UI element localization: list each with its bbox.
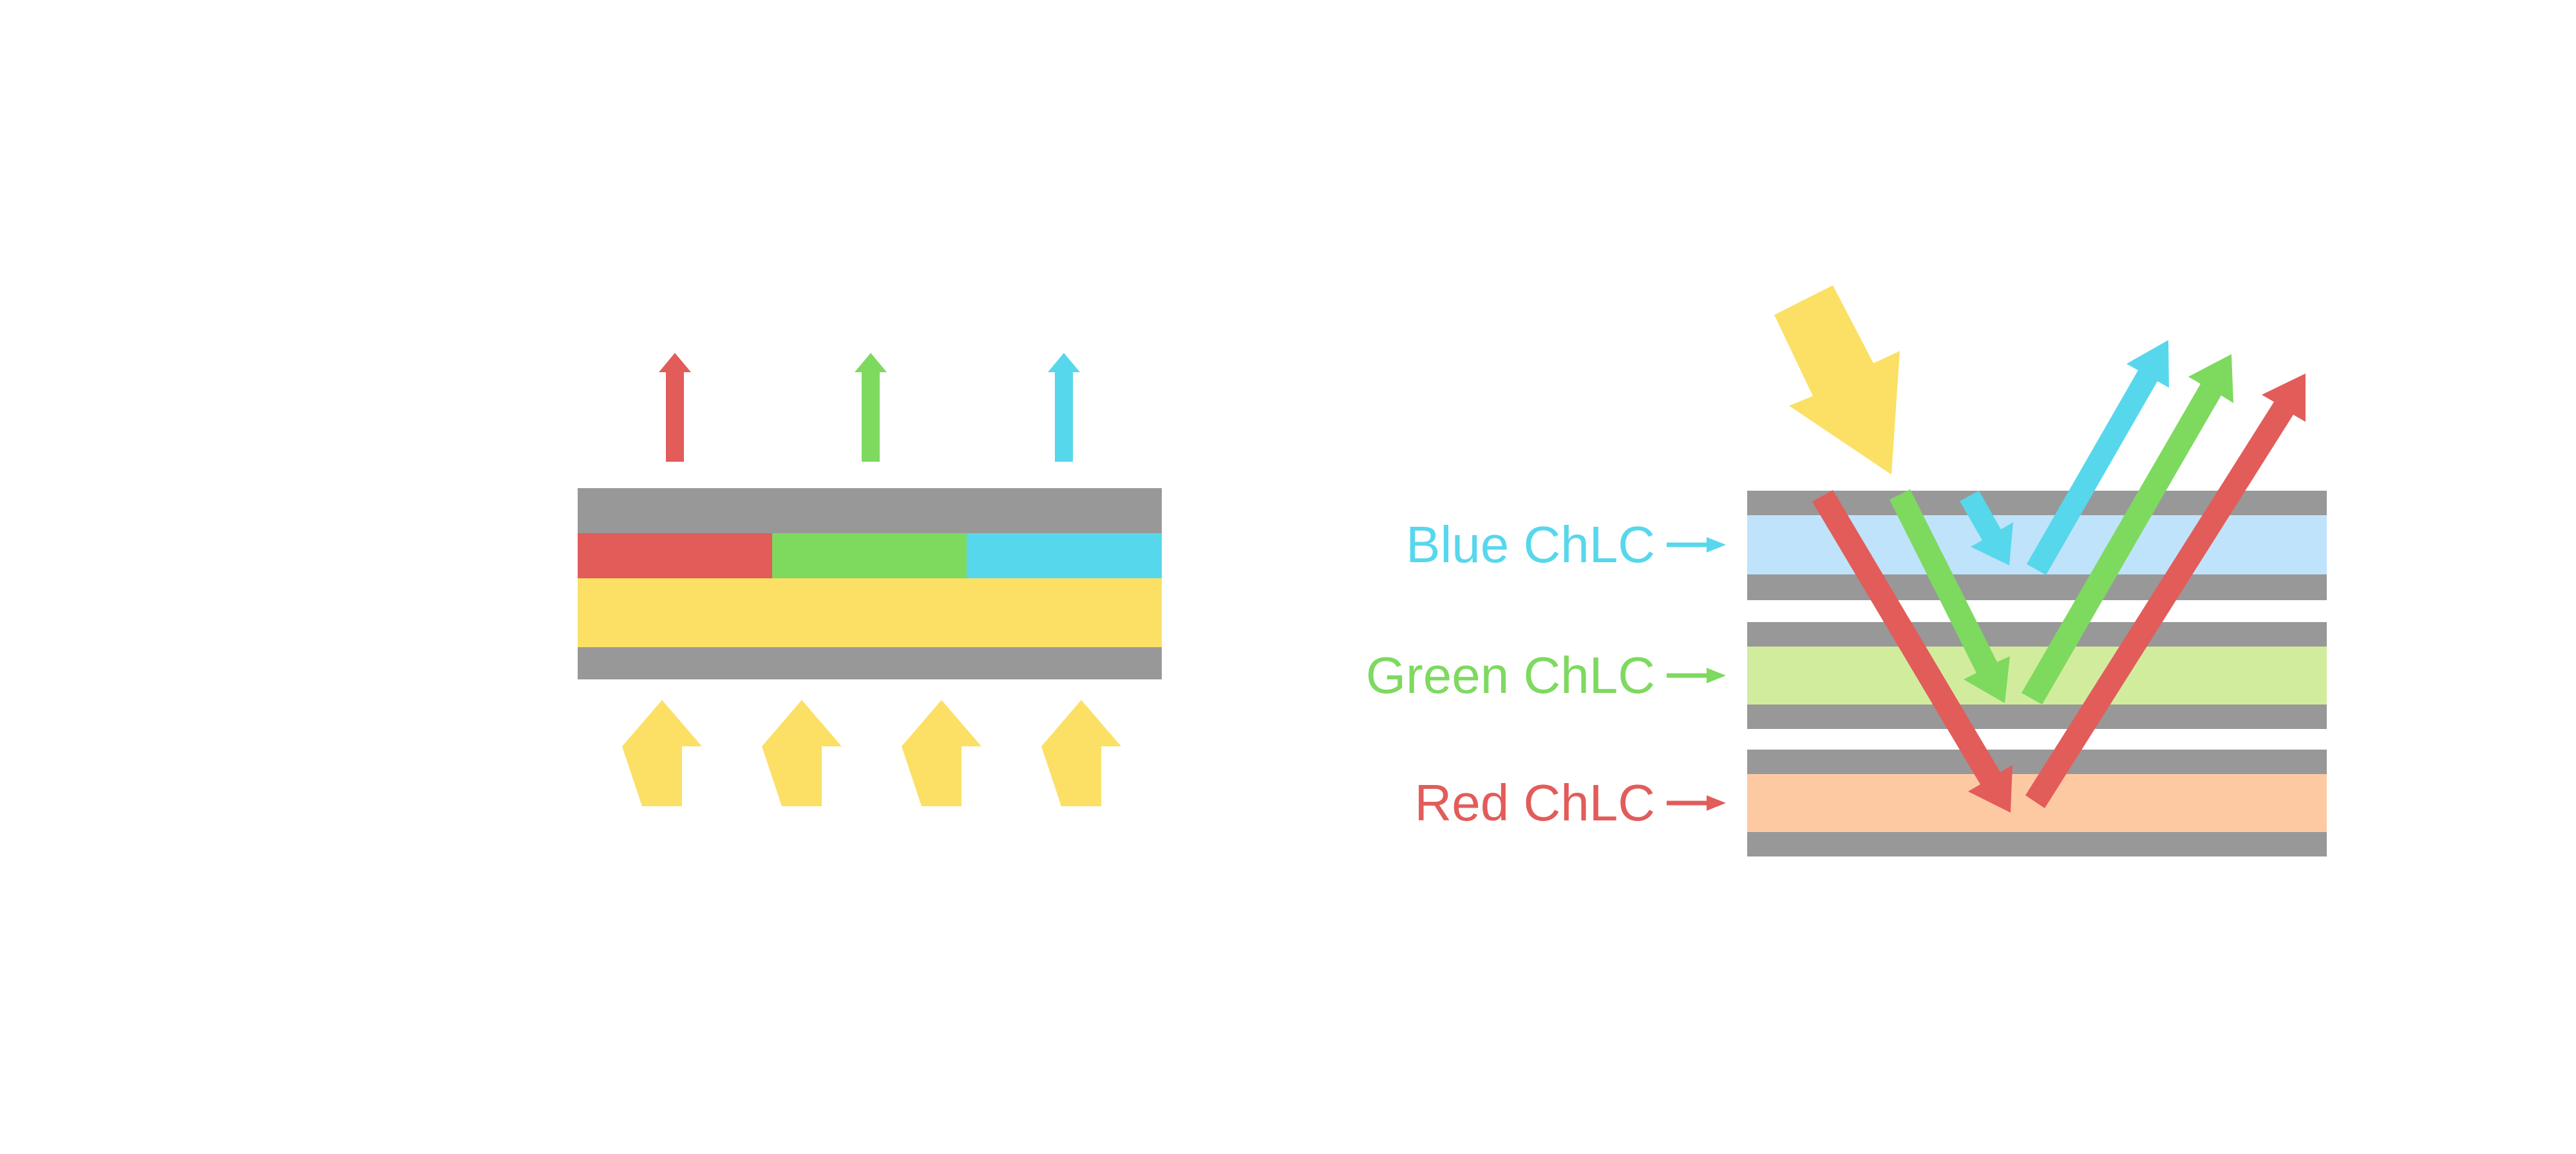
red-filter-segment [578, 533, 772, 578]
backlight-arrow-3 [902, 700, 981, 806]
blue-chlc-label: Blue ChLC [1406, 516, 1655, 573]
red-emitted-light-arrow [659, 353, 691, 462]
red-chlc-pointer-arrow-icon [1667, 795, 1726, 811]
blue-panel-top-substrate [1747, 491, 2327, 515]
red-chlc-label: Red ChLC [1414, 774, 1655, 831]
blue-panel-bottom-substrate [1747, 574, 2327, 600]
blue-filter-segment [967, 533, 1162, 578]
blue-chlc-pointer-arrow-icon [1667, 537, 1726, 553]
blue-chlc-layer [1747, 515, 2327, 574]
green-panel-bottom-substrate [1747, 705, 2327, 729]
incident-white-light-arrow [1774, 285, 1900, 475]
backlight-arrow-4 [1041, 700, 1121, 806]
blue-emitted-light-arrow [1048, 353, 1080, 462]
red-panel-top-substrate [1747, 750, 2327, 774]
green-emitted-light-arrow [855, 353, 887, 462]
green-chlc-pointer-arrow-icon [1667, 668, 1726, 683]
green-filter-segment [772, 533, 967, 578]
left-bottom-substrate-layer [578, 647, 1162, 679]
red-panel-bottom-substrate [1747, 832, 2327, 856]
green-chlc-label: Green ChLC [1365, 647, 1655, 704]
green-panel-top-substrate [1747, 622, 2327, 647]
left-top-substrate-layer [578, 488, 1162, 533]
backlight-arrow-2 [762, 700, 842, 806]
red-chlc-layer [1747, 774, 2327, 832]
backlight-arrow-1 [622, 700, 702, 806]
green-chlc-layer [1747, 647, 2327, 705]
backlight-layer [578, 578, 1162, 647]
